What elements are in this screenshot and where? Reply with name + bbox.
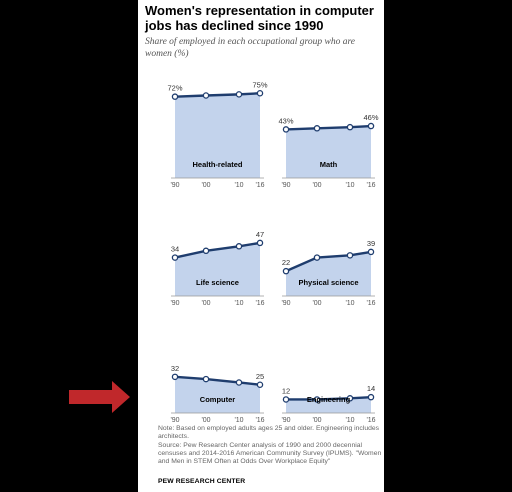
area-fill — [175, 93, 260, 178]
data-point — [313, 396, 321, 403]
series-line — [285, 124, 372, 131]
x-tick-label: '00 — [201, 300, 210, 307]
data-point — [202, 247, 210, 255]
x-tick-label: '16 — [366, 182, 375, 189]
value-label: 72% — [167, 84, 182, 93]
panel-physical-science: 22 39 Physical science '90 '00 '10 '16 — [281, 239, 375, 307]
data-point — [256, 90, 264, 97]
value-label: 34 — [171, 245, 179, 254]
value-label: 22 — [282, 258, 290, 267]
note-text: Note: Based on employed adults ages 25 a… — [158, 425, 380, 441]
x-tick-label: '00 — [201, 182, 210, 189]
x-tick-label: '16 — [366, 300, 375, 307]
x-tick-label: '10 — [345, 182, 354, 189]
data-point — [367, 248, 375, 256]
data-point — [235, 243, 243, 250]
data-point — [202, 375, 210, 383]
area-fill — [175, 376, 260, 413]
x-tick-label: '90 — [281, 417, 290, 424]
x-tick-label: '00 — [312, 417, 321, 424]
value-label: 39 — [367, 239, 375, 248]
data-point — [346, 123, 354, 131]
data-point — [202, 92, 210, 99]
value-label: 47 — [256, 230, 264, 239]
data-point — [256, 239, 264, 247]
data-point — [171, 254, 179, 261]
x-tick-label: '90 — [170, 300, 179, 307]
series-line — [174, 92, 261, 98]
data-point — [282, 396, 290, 403]
x-tick-label: '10 — [234, 182, 243, 189]
panel-title: Engineering — [307, 395, 351, 404]
series-line — [285, 250, 372, 273]
data-point — [256, 381, 264, 388]
panel-title: Life science — [196, 278, 239, 287]
panel-computer: 32 25 Computer '90 '00 '10 '16 — [170, 364, 264, 424]
area-fill — [286, 251, 371, 296]
value-label: 46% — [363, 113, 378, 122]
area-fill — [286, 126, 371, 178]
data-point — [171, 373, 179, 381]
panel-title: Computer — [200, 395, 235, 404]
value-label: 32 — [171, 364, 179, 373]
source-text: Source: Pew Research Center analysis of … — [158, 441, 382, 466]
right-arrow-icon — [69, 381, 130, 413]
series-line — [174, 241, 261, 259]
value-label: 43% — [278, 116, 293, 125]
chart-subtitle: Share of employed in each occupational g… — [145, 37, 356, 59]
data-point — [282, 126, 290, 133]
data-point — [313, 254, 321, 261]
data-point — [367, 393, 375, 401]
x-tick-label: '90 — [170, 182, 179, 189]
value-label: 12 — [282, 386, 290, 395]
x-tick-label: '16 — [255, 417, 264, 424]
data-point — [367, 122, 375, 130]
notes-block: Note: Based on employed adults ages 25 a… — [158, 425, 382, 466]
panel-title: Health-related — [192, 160, 242, 169]
x-tick-label: '16 — [255, 182, 264, 189]
value-label: 75% — [252, 80, 267, 89]
series-line — [174, 375, 261, 386]
x-tick-label: '10 — [345, 417, 354, 424]
x-tick-label: '00 — [312, 182, 321, 189]
x-tick-label: '00 — [312, 300, 321, 307]
x-tick-label: '10 — [234, 300, 243, 307]
chart-title: Women's representation in computer jobs … — [145, 3, 374, 33]
x-tick-label: '90 — [170, 417, 179, 424]
x-tick-label: '10 — [345, 300, 354, 307]
panel-life-science: 34 47 Life science '90 '00 '10 '16 — [170, 230, 264, 307]
panel-title: Physical science — [298, 278, 358, 287]
data-point — [282, 267, 290, 275]
data-point — [346, 395, 354, 402]
data-point — [171, 93, 179, 100]
value-label: 14 — [367, 384, 375, 393]
x-tick-label: '10 — [234, 417, 243, 424]
x-tick-label: '90 — [281, 182, 290, 189]
panel-math: 43% 46% Math '90 '00 '10 '16 — [278, 113, 378, 189]
data-point — [235, 379, 243, 386]
data-point — [313, 125, 321, 132]
series-line — [286, 395, 372, 401]
area-fill — [175, 242, 260, 296]
data-point — [346, 252, 354, 259]
panel-engineering: 12 14 Engineering '90 '00 '10 '16 — [281, 384, 375, 424]
footer-credit: PEW RESEARCH CENTER — [158, 478, 246, 485]
value-label: 25 — [256, 372, 264, 381]
panel-title: Math — [320, 160, 338, 169]
x-tick-label: '90 — [281, 300, 290, 307]
data-point — [235, 91, 243, 98]
x-tick-label: '16 — [366, 417, 375, 424]
x-tick-label: '16 — [255, 300, 264, 307]
panel-health-related: 72% 75% Health-related '90 '00 '10 '16 — [167, 80, 267, 189]
x-tick-label: '00 — [201, 417, 210, 424]
